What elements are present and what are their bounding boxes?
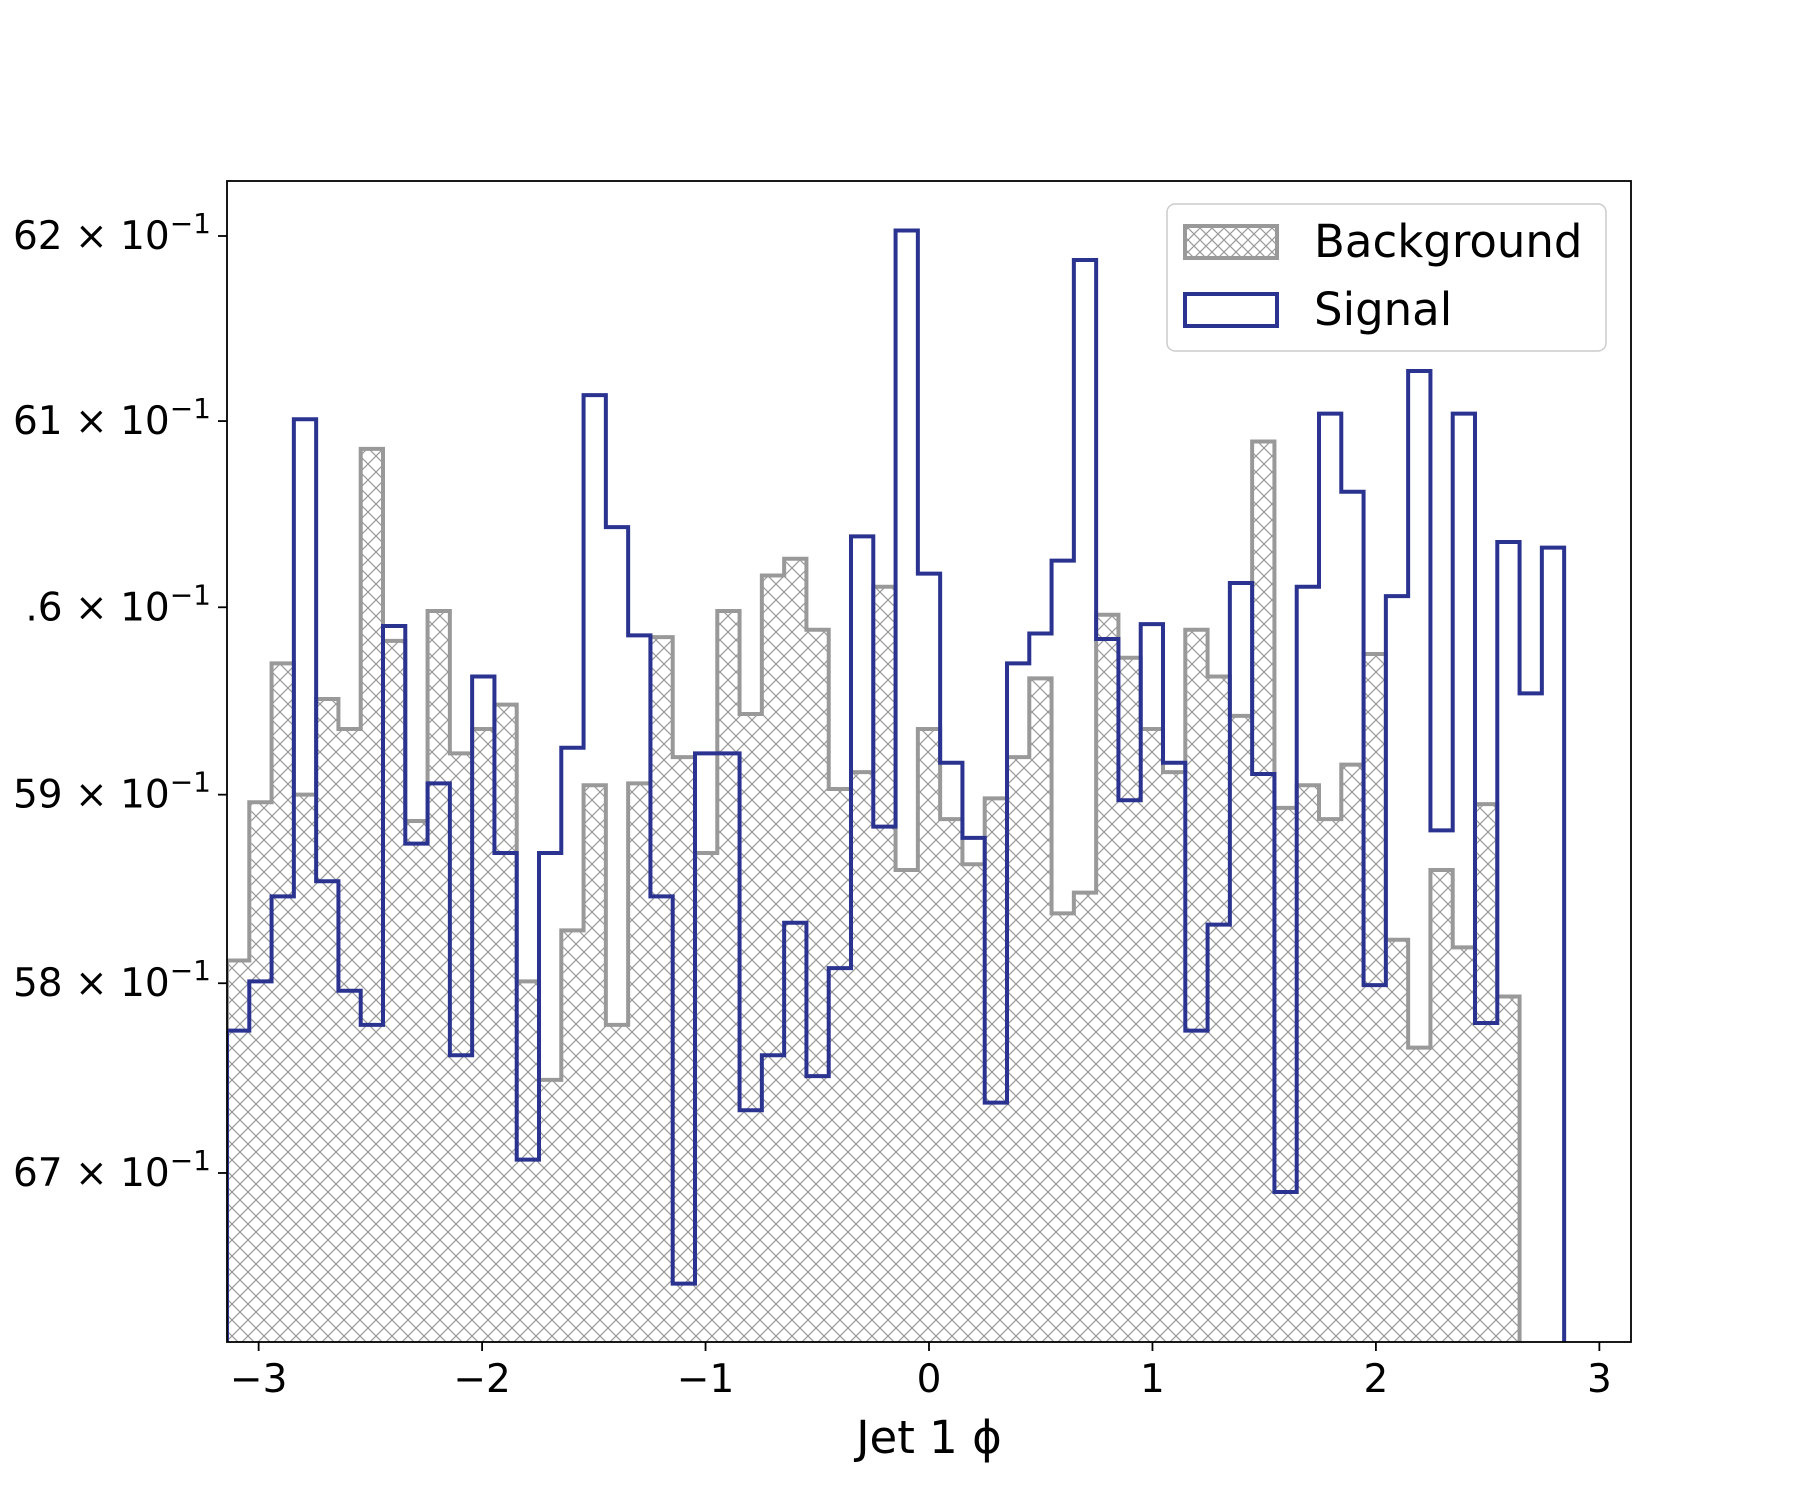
legend-label-signal: Signal <box>1314 283 1452 336</box>
background-hatch-fill <box>227 441 1520 1342</box>
x-tick-label: −1 <box>677 1357 735 1402</box>
y-axis-ticks: 62 × 10−1 61 × 10−1 .6 × 10−1 59 × 10−1 58 ×… <box>13 207 227 1196</box>
x-tick-label: −3 <box>230 1357 288 1402</box>
x-tick-label: 0 <box>917 1357 942 1402</box>
y-tick-label: 59 × 10−1 <box>13 766 211 818</box>
y-tick-label: 58 × 10−1 <box>13 954 211 1006</box>
legend-swatch-background <box>1183 224 1279 260</box>
x-tick-label: 3 <box>1587 1357 1612 1402</box>
x-axis-label: Jet 1 ϕ <box>853 1411 1002 1464</box>
y-tick-label: 67 × 10−1 <box>13 1144 211 1196</box>
y-tick-label: 61 × 10−1 <box>13 392 211 444</box>
x-axis-ticks: −3 −2 −1 0 1 2 3 <box>230 1342 1612 1402</box>
x-tick-label: 1 <box>1140 1357 1165 1402</box>
y-tick-label: 62 × 10−1 <box>13 207 211 259</box>
legend-swatch-signal <box>1183 292 1279 328</box>
legend-label-background: Background <box>1314 215 1582 268</box>
signal-histogram-step <box>227 228 1567 1342</box>
x-tick-label: −2 <box>453 1357 511 1402</box>
legend: Background Signal <box>1166 203 1607 352</box>
x-tick-label: 2 <box>1363 1357 1388 1402</box>
series-layer <box>227 228 1567 1342</box>
y-tick-label: .6 × 10−1 <box>25 578 211 630</box>
